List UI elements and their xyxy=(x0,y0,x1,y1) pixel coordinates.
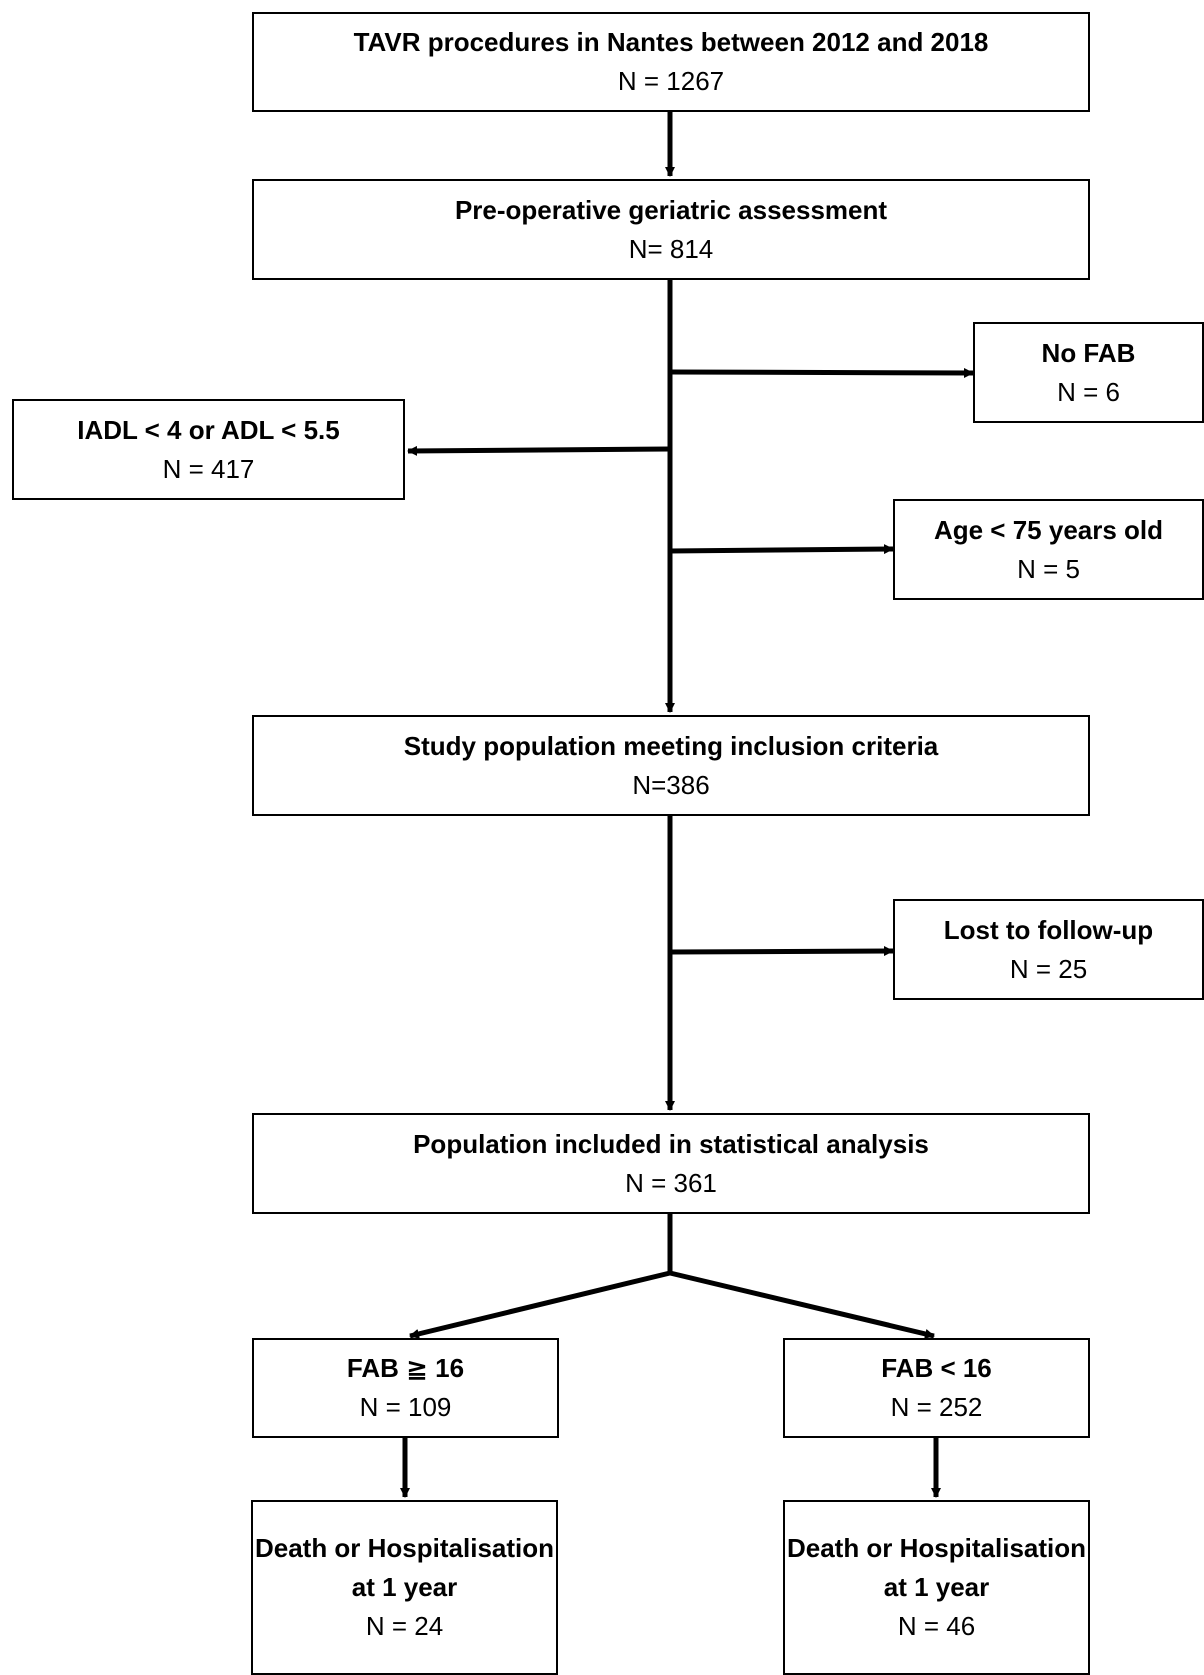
box-title: No FAB xyxy=(1041,337,1136,368)
arrow-to-fab-high xyxy=(409,1270,671,1339)
box-count: N = 46 xyxy=(897,1611,976,1641)
box-count: N = 109 xyxy=(359,1392,452,1422)
box-count: N = 5 xyxy=(1017,553,1080,584)
box-count: N= 814 xyxy=(628,233,714,264)
box-count: N = 25 xyxy=(1009,953,1088,984)
box-title: FAB ≧ 16 xyxy=(346,1353,465,1383)
box-count: N = 24 xyxy=(365,1611,444,1641)
arrow-to-age xyxy=(669,544,894,555)
box-fab-high: FAB ≧ 16 N = 109 xyxy=(252,1338,559,1438)
box-title: Population included in statistical analy… xyxy=(413,1128,929,1159)
arrow-to-fab-low xyxy=(669,1270,935,1339)
box-title: TAVR procedures in Nantes between 2012 a… xyxy=(353,27,989,57)
box-title: Lost to follow-up xyxy=(943,914,1154,945)
box-title: FAB < 16 xyxy=(881,1353,992,1383)
arrow-to-lost xyxy=(669,946,894,957)
box-no-fab: No FAB N = 6 xyxy=(973,322,1204,423)
box-lost-follow-up: Lost to follow-up N = 25 xyxy=(893,899,1204,1000)
box-fab-low: FAB < 16 N = 252 xyxy=(783,1338,1090,1438)
box-tavr-procedures: TAVR procedures in Nantes between 2012 a… xyxy=(252,12,1090,112)
box-iadl-adl: IADL < 4 or ADL < 5.5 N = 417 xyxy=(12,399,405,500)
box-title: Study population meeting inclusion crite… xyxy=(403,730,939,761)
box-count: N=386 xyxy=(632,769,710,800)
box-title: Pre-operative geriatric assessment xyxy=(454,194,888,225)
arrow-to-iadl xyxy=(407,445,671,456)
box-preop-assessment: Pre-operative geriatric assessment N= 81… xyxy=(252,179,1090,280)
box-title: Death or Hospitalisation at 1 year xyxy=(254,1533,555,1602)
box-title: Age < 75 years old xyxy=(933,514,1164,545)
box-count: N = 1267 xyxy=(617,66,725,96)
arrow-to-no-fab xyxy=(669,367,974,378)
box-count: N = 417 xyxy=(162,453,255,484)
box-outcome-fab-high: Death or Hospitalisation at 1 year N = 2… xyxy=(251,1500,558,1675)
box-count: N = 6 xyxy=(1057,376,1120,407)
box-title: Death or Hospitalisation at 1 year xyxy=(786,1533,1087,1602)
box-count: N = 361 xyxy=(625,1167,717,1198)
box-title: IADL < 4 or ADL < 5.5 xyxy=(77,414,340,445)
box-statistical-analysis: Population included in statistical analy… xyxy=(252,1113,1090,1214)
box-count: N = 252 xyxy=(890,1392,983,1422)
box-outcome-fab-low: Death or Hospitalisation at 1 year N = 4… xyxy=(783,1500,1090,1675)
box-study-population: Study population meeting inclusion crite… xyxy=(252,715,1090,816)
box-age-under-75: Age < 75 years old N = 5 xyxy=(893,499,1204,600)
